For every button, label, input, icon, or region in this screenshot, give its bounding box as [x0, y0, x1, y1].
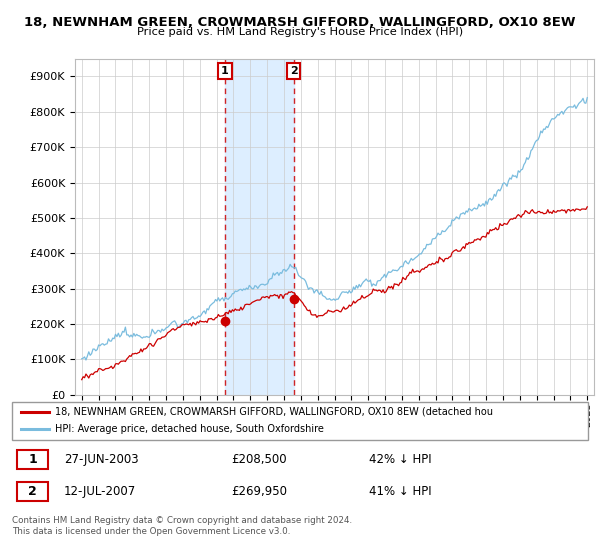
Text: HPI: Average price, detached house, South Oxfordshire: HPI: Average price, detached house, Sout… — [55, 424, 324, 435]
Text: 1: 1 — [221, 66, 229, 76]
Text: 2: 2 — [28, 484, 37, 498]
Bar — [17, 450, 48, 469]
Text: 42% ↓ HPI: 42% ↓ HPI — [369, 453, 432, 466]
Text: 1: 1 — [28, 453, 37, 466]
Text: Contains HM Land Registry data © Crown copyright and database right 2024.
This d: Contains HM Land Registry data © Crown c… — [12, 516, 352, 536]
Text: 41% ↓ HPI: 41% ↓ HPI — [369, 484, 432, 498]
Text: 2: 2 — [290, 66, 298, 76]
Text: £269,950: £269,950 — [231, 484, 287, 498]
Text: 18, NEWNHAM GREEN, CROWMARSH GIFFORD, WALLINGFORD, OX10 8EW: 18, NEWNHAM GREEN, CROWMARSH GIFFORD, WA… — [24, 16, 576, 29]
Text: 27-JUN-2003: 27-JUN-2003 — [64, 453, 139, 466]
Text: 12-JUL-2007: 12-JUL-2007 — [64, 484, 136, 498]
Text: £208,500: £208,500 — [231, 453, 287, 466]
Bar — [17, 482, 48, 501]
Text: Price paid vs. HM Land Registry's House Price Index (HPI): Price paid vs. HM Land Registry's House … — [137, 27, 463, 37]
Bar — [225, 59, 294, 395]
Text: 18, NEWNHAM GREEN, CROWMARSH GIFFORD, WALLINGFORD, OX10 8EW (detached hou: 18, NEWNHAM GREEN, CROWMARSH GIFFORD, WA… — [55, 407, 493, 417]
